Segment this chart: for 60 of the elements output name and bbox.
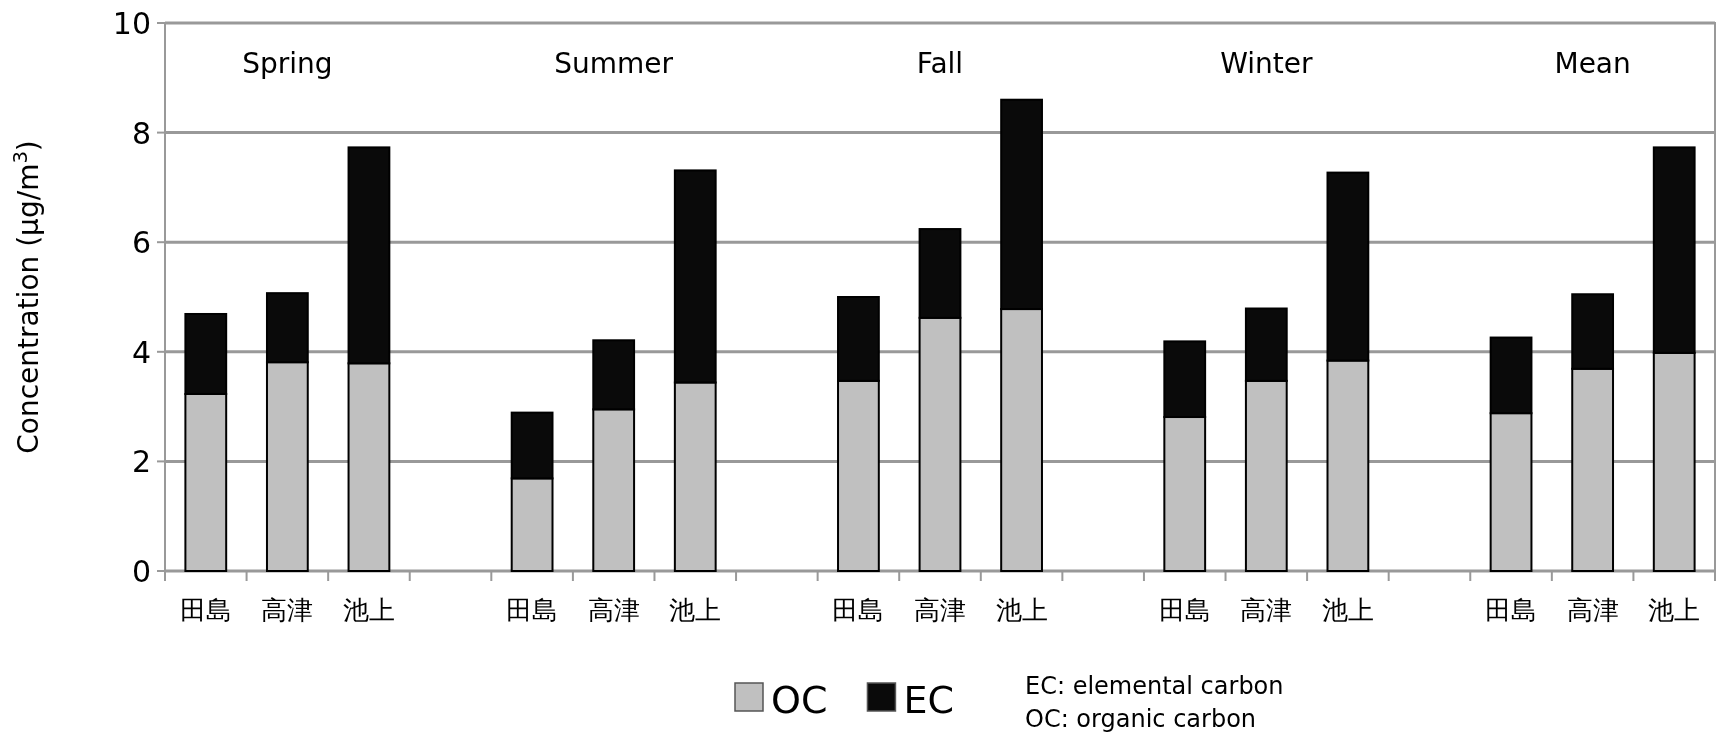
bar bbox=[837, 296, 880, 382]
bar bbox=[1489, 336, 1533, 415]
bar bbox=[1244, 379, 1288, 572]
x-tick-label: 田島 bbox=[506, 595, 559, 625]
y-tick-label: 4 bbox=[131, 334, 151, 370]
bar bbox=[673, 169, 717, 384]
y-tick-label: 2 bbox=[131, 444, 151, 480]
legend-label: EC bbox=[903, 678, 954, 722]
annotation: Winter bbox=[1220, 47, 1313, 80]
bar bbox=[837, 379, 880, 572]
text: OC: organic carbon bbox=[1025, 705, 1257, 733]
x-tick-label: 池上 bbox=[1648, 595, 1701, 625]
bar bbox=[1000, 308, 1043, 572]
bar bbox=[592, 339, 636, 411]
x-tick-label: 高津 bbox=[261, 595, 314, 625]
bar bbox=[347, 362, 391, 572]
bar bbox=[918, 228, 962, 319]
y-tick-label: 8 bbox=[131, 115, 151, 151]
annotation: Mean bbox=[1554, 47, 1631, 80]
x-tick-label: 高津 bbox=[587, 595, 640, 625]
x-tick-label: 池上 bbox=[995, 595, 1048, 625]
bar bbox=[347, 146, 391, 365]
annotation: Summer bbox=[554, 47, 674, 80]
text: EC: elemental carbon bbox=[1025, 672, 1284, 700]
bar bbox=[1571, 293, 1615, 370]
x-tick-label: 田島 bbox=[1158, 595, 1211, 625]
x-tick-label: 池上 bbox=[342, 595, 395, 625]
bar bbox=[1652, 146, 1696, 354]
bar bbox=[592, 408, 636, 572]
annotation: Fall bbox=[916, 47, 964, 80]
x-tick-label: 田島 bbox=[179, 595, 232, 625]
bar bbox=[265, 361, 309, 572]
bar bbox=[510, 477, 554, 572]
bar bbox=[1000, 98, 1043, 311]
bar bbox=[673, 381, 717, 572]
bar bbox=[1163, 340, 1207, 419]
x-tick-label: 池上 bbox=[669, 595, 722, 625]
legend-label: OC bbox=[771, 678, 828, 722]
x-tick-label: 高津 bbox=[1240, 595, 1293, 625]
bar bbox=[1489, 412, 1533, 572]
y-tick-label: 0 bbox=[131, 554, 151, 589]
y-tick-label: 10 bbox=[112, 6, 151, 41]
bar bbox=[918, 316, 962, 572]
bar bbox=[1326, 171, 1370, 362]
bar bbox=[265, 292, 309, 364]
bar bbox=[184, 312, 228, 395]
bar bbox=[1652, 351, 1696, 572]
x-tick-label: 池上 bbox=[1321, 595, 1374, 625]
bar bbox=[1326, 359, 1370, 572]
bar bbox=[1244, 307, 1288, 382]
x-tick-label: 田島 bbox=[832, 595, 885, 625]
annotation: Spring bbox=[242, 47, 333, 80]
bar bbox=[1571, 367, 1615, 572]
x-tick-label: 高津 bbox=[914, 595, 966, 625]
y-tick-label: 6 bbox=[131, 225, 151, 261]
bar bbox=[1163, 416, 1207, 572]
bar bbox=[510, 411, 554, 480]
x-tick-label: 高津 bbox=[1566, 595, 1619, 625]
x-tick-label: 田島 bbox=[1485, 595, 1538, 625]
bar bbox=[184, 393, 228, 572]
